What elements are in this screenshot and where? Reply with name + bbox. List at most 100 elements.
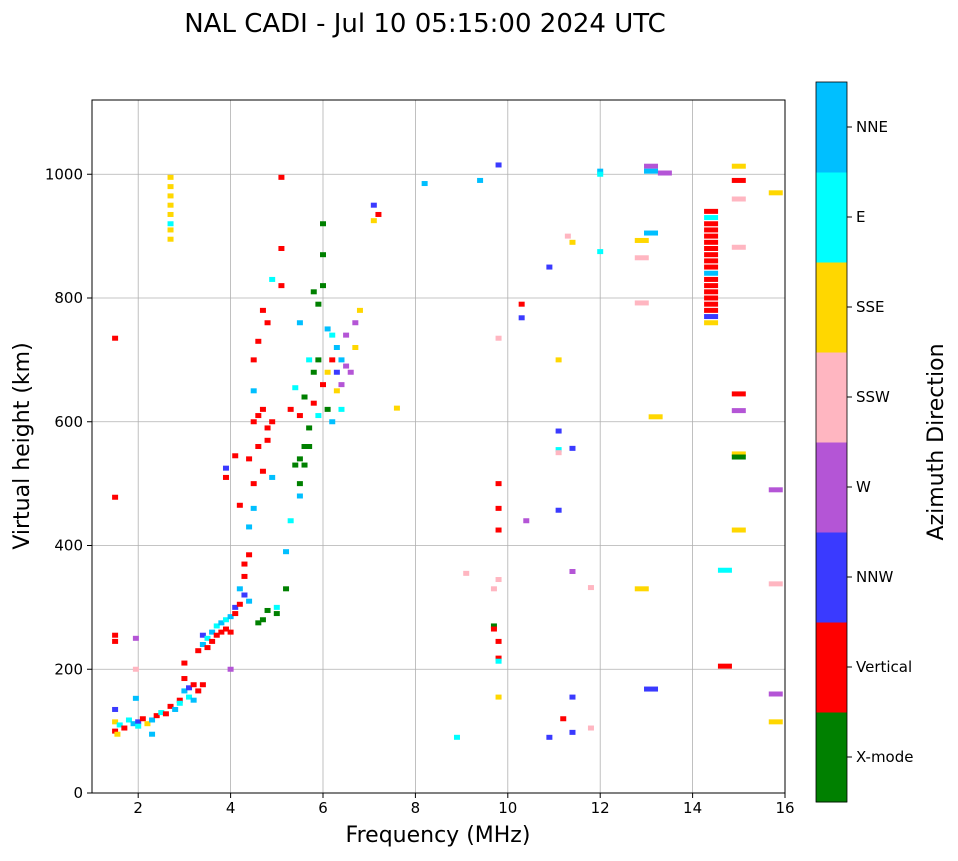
data-point <box>186 694 193 700</box>
x-tick-label: 16 <box>775 799 794 817</box>
data-point <box>644 686 659 692</box>
data-point <box>167 236 174 242</box>
x-axis-ticks: 2 4 6 8 10 12 14 16 <box>133 793 795 817</box>
x-tick-label: 6 <box>318 799 328 817</box>
data-point <box>768 691 783 697</box>
data-point <box>347 369 354 375</box>
y-axis-ticks: 0 200 400 600 800 1000 <box>45 165 92 802</box>
data-point <box>176 697 183 703</box>
data-point <box>132 695 139 701</box>
data-point <box>731 408 746 414</box>
data-point <box>273 604 280 610</box>
data-point <box>259 468 266 474</box>
data-point <box>704 270 719 276</box>
data-point <box>338 357 345 363</box>
data-point <box>320 382 326 388</box>
colorbar: X-mode Vertical NNW W SSW SSE E NNE <box>815 81 913 803</box>
data-point <box>333 388 340 394</box>
data-point <box>167 174 174 180</box>
data-point <box>112 335 119 341</box>
data-point <box>259 307 266 313</box>
data-point <box>731 454 746 460</box>
colorbar-label: Azimuth Direction <box>924 343 949 540</box>
data-point <box>222 474 229 480</box>
data-point <box>213 632 220 638</box>
data-point <box>292 462 299 468</box>
y-tick-label: 800 <box>54 289 83 307</box>
data-point <box>555 428 562 434</box>
colorbar-tick-label: SSE <box>856 298 885 316</box>
data-point <box>731 177 746 183</box>
data-point <box>278 246 285 251</box>
data-point <box>352 345 359 350</box>
colorbar-tick-label: E <box>856 208 865 226</box>
data-point <box>236 586 243 592</box>
data-point <box>315 301 322 307</box>
data-point <box>172 706 179 712</box>
data-point <box>162 711 169 717</box>
data-point <box>375 211 382 217</box>
data-point <box>731 244 746 250</box>
data-point <box>149 731 156 737</box>
y-axis-label: Virtual height (km) <box>10 342 35 549</box>
x-tick-label: 2 <box>133 799 143 817</box>
data-point <box>768 487 783 493</box>
data-point <box>310 289 317 295</box>
data-point <box>523 518 530 524</box>
data-point <box>731 196 746 202</box>
data-point <box>324 369 331 375</box>
data-point <box>704 252 719 258</box>
data-point <box>255 620 262 626</box>
colorbar-segment <box>816 442 847 533</box>
data-point <box>306 357 313 363</box>
x-tick-label: 12 <box>591 799 610 817</box>
data-point <box>195 688 202 694</box>
data-point <box>495 655 502 661</box>
data-point <box>227 614 234 620</box>
colorbar-tick-label: NNW <box>856 568 893 586</box>
data-point <box>634 237 649 243</box>
data-point <box>241 561 248 567</box>
data-point <box>246 456 253 462</box>
data-point <box>218 620 225 626</box>
data-point <box>310 400 317 406</box>
data-point <box>329 332 336 338</box>
data-point <box>153 713 160 719</box>
data-point <box>731 391 746 397</box>
data-point <box>490 626 497 632</box>
data-point <box>301 462 308 468</box>
data-point <box>283 586 290 592</box>
data-point <box>495 527 502 533</box>
data-point <box>181 676 188 682</box>
data-point <box>232 453 239 459</box>
data-point <box>292 385 299 391</box>
data-point <box>569 568 576 574</box>
data-point <box>112 638 119 644</box>
data-point <box>704 239 719 245</box>
data-point <box>315 413 322 419</box>
data-point <box>315 357 322 363</box>
data-point <box>704 295 719 301</box>
data-point <box>370 202 377 208</box>
data-point <box>112 494 119 500</box>
data-point <box>518 301 525 307</box>
data-point <box>204 635 211 641</box>
data-point <box>320 252 326 258</box>
data-point <box>704 289 719 295</box>
data-point <box>199 682 206 688</box>
data-point <box>490 586 497 592</box>
colorbar-tick-label: W <box>856 478 871 496</box>
data-point <box>338 382 345 388</box>
x-tick-label: 10 <box>498 799 517 817</box>
data-point <box>218 629 225 635</box>
data-point <box>495 638 502 644</box>
data-point <box>209 638 216 644</box>
colorbar-segment <box>816 352 847 443</box>
data-point <box>283 549 290 555</box>
data-point <box>121 725 128 731</box>
data-point <box>144 721 151 727</box>
data-point <box>490 623 497 629</box>
data-point <box>768 190 783 196</box>
grid-lines <box>92 100 785 793</box>
data-point <box>704 307 719 313</box>
